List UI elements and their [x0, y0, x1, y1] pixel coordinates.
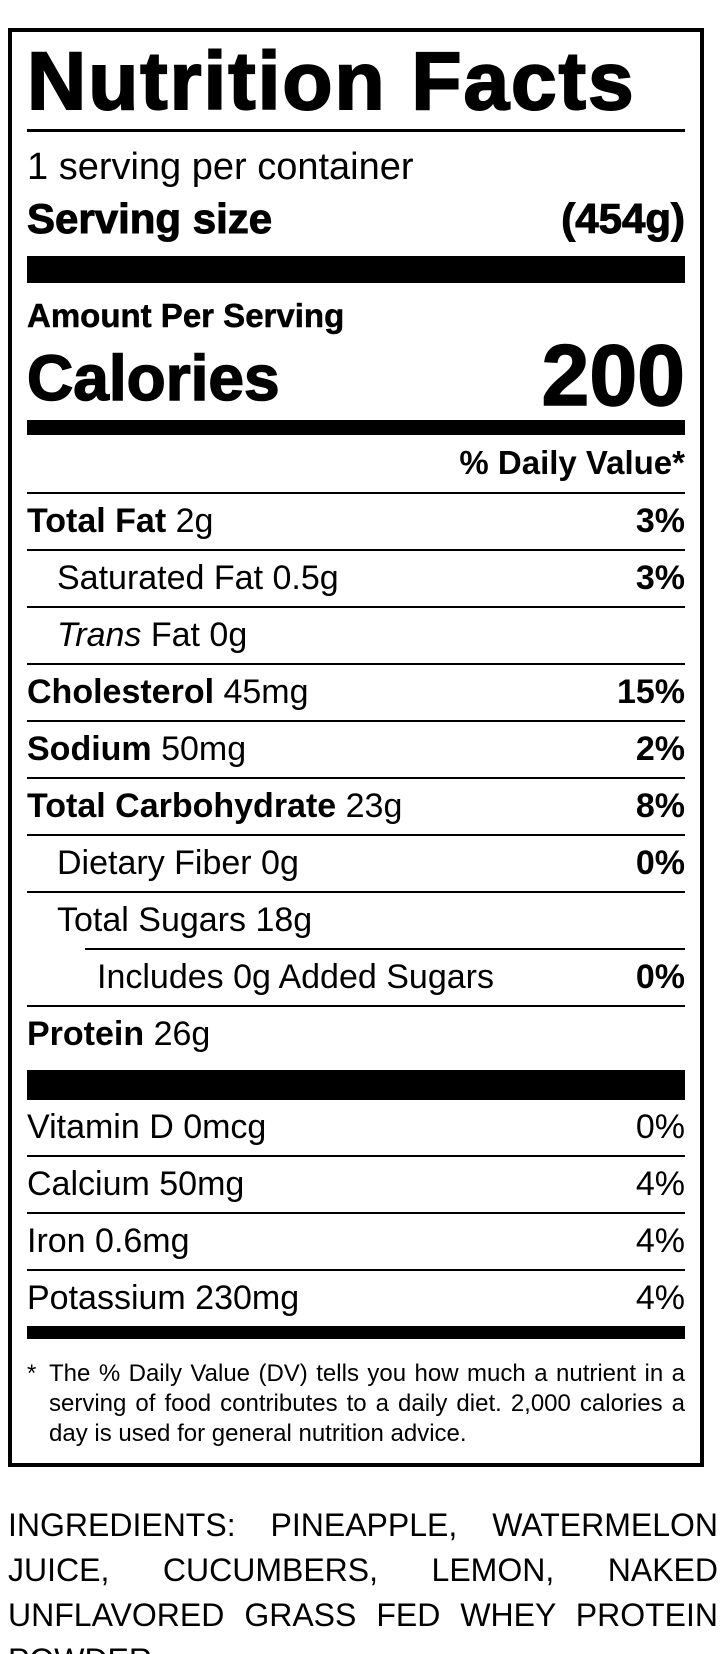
nutrient-daily-value: 4% — [635, 1279, 685, 1318]
footnote-text: The % Daily Value (DV) tells you how muc… — [49, 1360, 685, 1448]
nutrient-name: Cholesterol 45mg — [27, 673, 309, 712]
calories-label: Calories — [26, 342, 280, 415]
nutrient-row: Saturated Fat 0.5g 3% — [27, 549, 685, 606]
nutrient-daily-value: 4% — [635, 1222, 685, 1261]
nutrient-row: Calcium 50mg 4% — [27, 1155, 685, 1212]
nutrient-row: Potassium 230mg 4% — [27, 1269, 685, 1326]
thick-divider-top — [27, 255, 685, 283]
nutrient-daily-value: 3% — [635, 502, 685, 541]
title-divider — [27, 128, 685, 132]
nutrition-facts-label: Nutrition Facts 1 serving per container … — [8, 28, 704, 1468]
nutrient-row: Dietary Fiber 0g 0% — [27, 834, 685, 891]
nutrient-daily-value: 0% — [635, 958, 685, 997]
label-title: Nutrition Facts — [26, 36, 636, 127]
serving-size-label: Serving size — [26, 194, 273, 242]
servings-per-container: 1 serving per container — [27, 145, 414, 188]
nutrient-row: Cholesterol 45mg 15% — [27, 663, 685, 720]
nutrient-name: Iron 0.6mg — [27, 1222, 190, 1261]
nutrient-name: Vitamin D 0mcg — [27, 1108, 267, 1147]
amount-per-serving-label: Amount Per Serving — [27, 296, 345, 334]
daily-value-header: % Daily Value* — [459, 444, 685, 482]
nutrient-daily-value: 15% — [616, 673, 685, 712]
nutrient-daily-value: 0% — [635, 844, 685, 883]
calories-value: 200 — [541, 327, 686, 424]
nutrient-name: Total Sugars 18g — [57, 901, 313, 940]
micronutrient-rows: Vitamin D 0mcg 0% Calcium 50mg 4% Iron 0… — [27, 1100, 685, 1326]
nutrient-row: Trans Fat 0g — [27, 606, 685, 663]
nutrient-name: Calcium 50mg — [27, 1165, 245, 1204]
serving-size-row: Serving size (454g) — [26, 192, 686, 246]
nutrient-daily-value: 8% — [635, 787, 685, 826]
nutrient-row: Protein 26g — [27, 1005, 685, 1062]
nutrient-row: Includes 0g Added Sugars 0% — [27, 948, 685, 1005]
nutrient-name: Trans Fat 0g — [57, 616, 248, 655]
footnote-divider — [27, 1326, 685, 1340]
nutrient-name: Potassium 230mg — [27, 1279, 300, 1318]
nutrient-name: Includes 0g Added Sugars — [97, 958, 494, 997]
ingredients-text: INGREDIENTS: PINEAPPLE, WATERMELON JUICE… — [8, 1507, 718, 1654]
footnote-marker: * — [27, 1360, 37, 1388]
nutrient-row: Total Sugars 18g — [27, 891, 685, 948]
nutrient-daily-value: 4% — [635, 1165, 685, 1204]
thick-divider-bottom — [27, 1070, 685, 1101]
nutrient-name: Total Carbohydrate 23g — [27, 787, 403, 826]
nutrient-row: Iron 0.6mg 4% — [27, 1212, 685, 1269]
nutrient-row: Vitamin D 0mcg 0% — [27, 1100, 685, 1155]
nutrient-daily-value: 2% — [635, 730, 685, 769]
nutrient-name: Sodium 50mg — [27, 730, 247, 769]
nutrient-name: Saturated Fat 0.5g — [57, 559, 339, 598]
serving-size-value: (454g) — [561, 194, 686, 242]
nutrient-name: Total Fat 2g — [27, 502, 214, 541]
nutrient-rows: Total Fat 2g 3% Saturated Fat 0.5g 3% Tr… — [27, 492, 685, 1062]
nutrient-row: Sodium 50mg 2% — [27, 720, 685, 777]
calories-row: Calories 200 — [26, 327, 686, 424]
nutrient-row: Total Fat 2g 3% — [27, 492, 685, 549]
nutrient-name: Dietary Fiber 0g — [57, 844, 299, 883]
nutrient-daily-value: 0% — [635, 1108, 685, 1147]
nutrient-name: Protein 26g — [27, 1015, 211, 1054]
nutrient-row: Total Carbohydrate 23g 8% — [27, 777, 685, 834]
medium-divider-calories — [27, 420, 685, 436]
nutrient-daily-value: 3% — [635, 559, 685, 598]
footnote: * The % Daily Value (DV) tells you how m… — [27, 1349, 685, 1451]
